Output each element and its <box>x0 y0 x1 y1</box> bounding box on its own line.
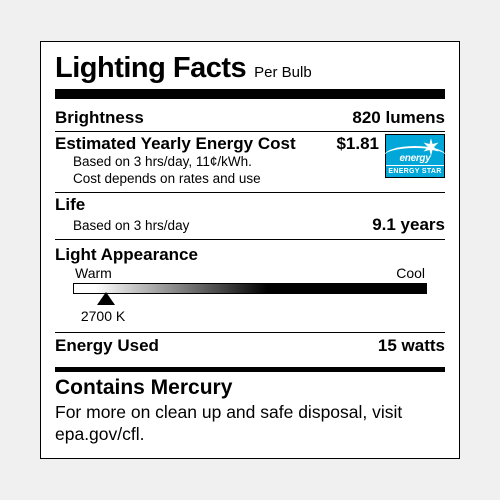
appearance-label: Light Appearance <box>55 243 445 265</box>
lighting-facts-label: Lighting Facts Per Bulb Brightness 820 l… <box>40 41 460 459</box>
appearance-section: Light Appearance Warm Cool 2700 K <box>55 240 445 333</box>
energy-star-bottom: ENERGY STAR <box>386 165 444 177</box>
subtitle: Per Bulb <box>254 64 312 81</box>
energy-value: 15 watts <box>378 336 445 356</box>
pointer-icon <box>97 292 115 305</box>
title: Lighting Facts <box>55 52 246 85</box>
energy-star-top: energy <box>386 135 444 165</box>
life-sub: Based on 3 hrs/day <box>55 218 189 235</box>
title-row: Lighting Facts Per Bulb <box>55 52 445 85</box>
color-temp-bar <box>73 283 427 294</box>
brightness-value: 820 lumens <box>352 108 445 128</box>
color-temp-value: 2700 K <box>81 308 427 324</box>
brightness-row: Brightness 820 lumens <box>55 105 445 132</box>
mercury-heading: Contains Mercury <box>55 376 445 400</box>
appearance-scale: Warm Cool 2700 K <box>55 265 445 324</box>
warm-label: Warm <box>75 265 112 281</box>
medium-divider <box>55 367 445 372</box>
life-value: 9.1 years <box>372 215 445 235</box>
energy-star-word: energy <box>386 153 444 164</box>
cost-section: Estimated Yearly Energy Cost $1.81 Based… <box>55 132 445 193</box>
thick-divider <box>55 89 445 99</box>
energy-row: Energy Used 15 watts <box>55 333 445 359</box>
energy-star-badge: energy ENERGY STAR <box>385 134 445 178</box>
brightness-label: Brightness <box>55 108 144 128</box>
life-section: Life Based on 3 hrs/day 9.1 years <box>55 193 445 240</box>
life-label: Life <box>55 193 445 215</box>
mercury-text: For more on clean up and safe disposal, … <box>55 402 445 446</box>
cost-label: Estimated Yearly Energy Cost <box>55 134 296 154</box>
energy-label: Energy Used <box>55 336 159 356</box>
cool-label: Cool <box>396 265 425 281</box>
